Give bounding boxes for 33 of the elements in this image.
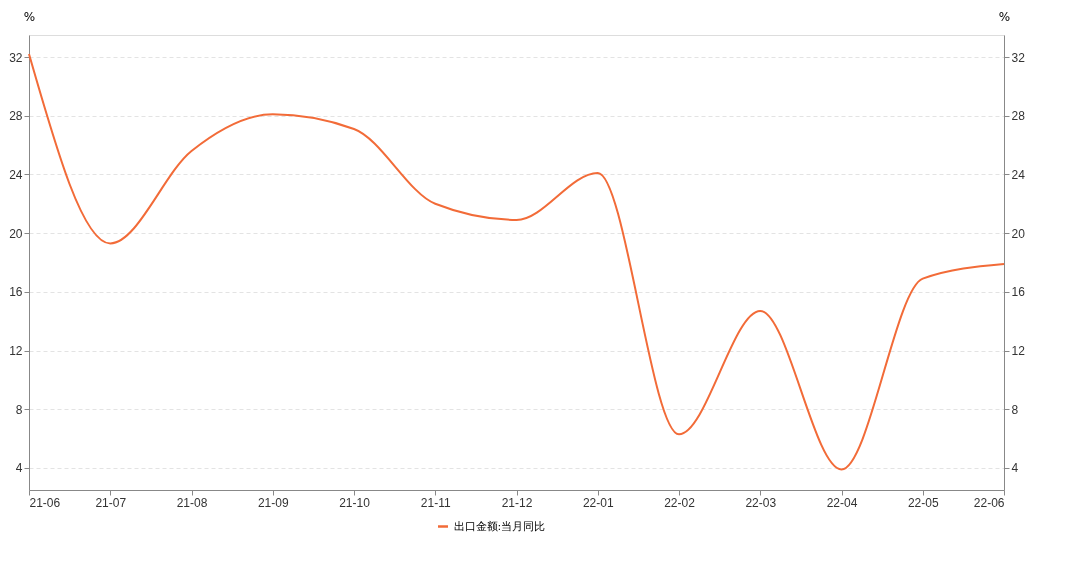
y-tick-label: 4 [15, 461, 23, 476]
x-tick-label: 22-01 [582, 495, 614, 510]
y2-tick-label: 8 [1011, 402, 1019, 417]
y-tick-label: 8 [15, 402, 23, 417]
line-series [28, 53, 1005, 471]
y2-tick-label: 12 [1011, 344, 1026, 359]
y-tick-label: 24 [9, 167, 23, 182]
x-tick-label: 22-03 [745, 495, 777, 510]
x-tick-label: 21-07 [95, 495, 127, 510]
y-axis-title: % [23, 9, 36, 24]
y2-tick-label: 28 [1011, 109, 1026, 124]
x-tick-label: 22-05 [907, 495, 939, 510]
y2-axis-title: % [998, 9, 1011, 24]
y2-tick-label: 24 [1011, 167, 1026, 182]
x-tick-label: 21-10 [339, 495, 371, 510]
x-tick-label: 21-08 [176, 495, 208, 510]
y2-tick-label: 20 [1011, 226, 1026, 241]
y-tick-label: 28 [9, 109, 23, 124]
y2-tick-label: 16 [1011, 285, 1026, 300]
y2-tick-label: 32 [1011, 50, 1026, 65]
x-tick-label: 21-11 [420, 495, 451, 510]
x-tick-label: 21-12 [501, 495, 533, 510]
x-tick-label: 21-06 [29, 495, 61, 510]
x-tick-label: 22-06 [973, 495, 1005, 510]
y-tick-label: 12 [9, 344, 23, 359]
y-tick-label: 16 [9, 285, 23, 300]
y-tick-label: 32 [9, 50, 23, 65]
x-tick-label: 22-02 [664, 495, 696, 510]
y2-tick-label: 4 [1011, 461, 1019, 476]
y-tick-label: 20 [9, 226, 23, 241]
x-tick-label: 22-04 [826, 495, 858, 510]
x-tick-label: 21-09 [257, 495, 289, 510]
legend-label: 出口金额:当月同比 [453, 519, 546, 533]
